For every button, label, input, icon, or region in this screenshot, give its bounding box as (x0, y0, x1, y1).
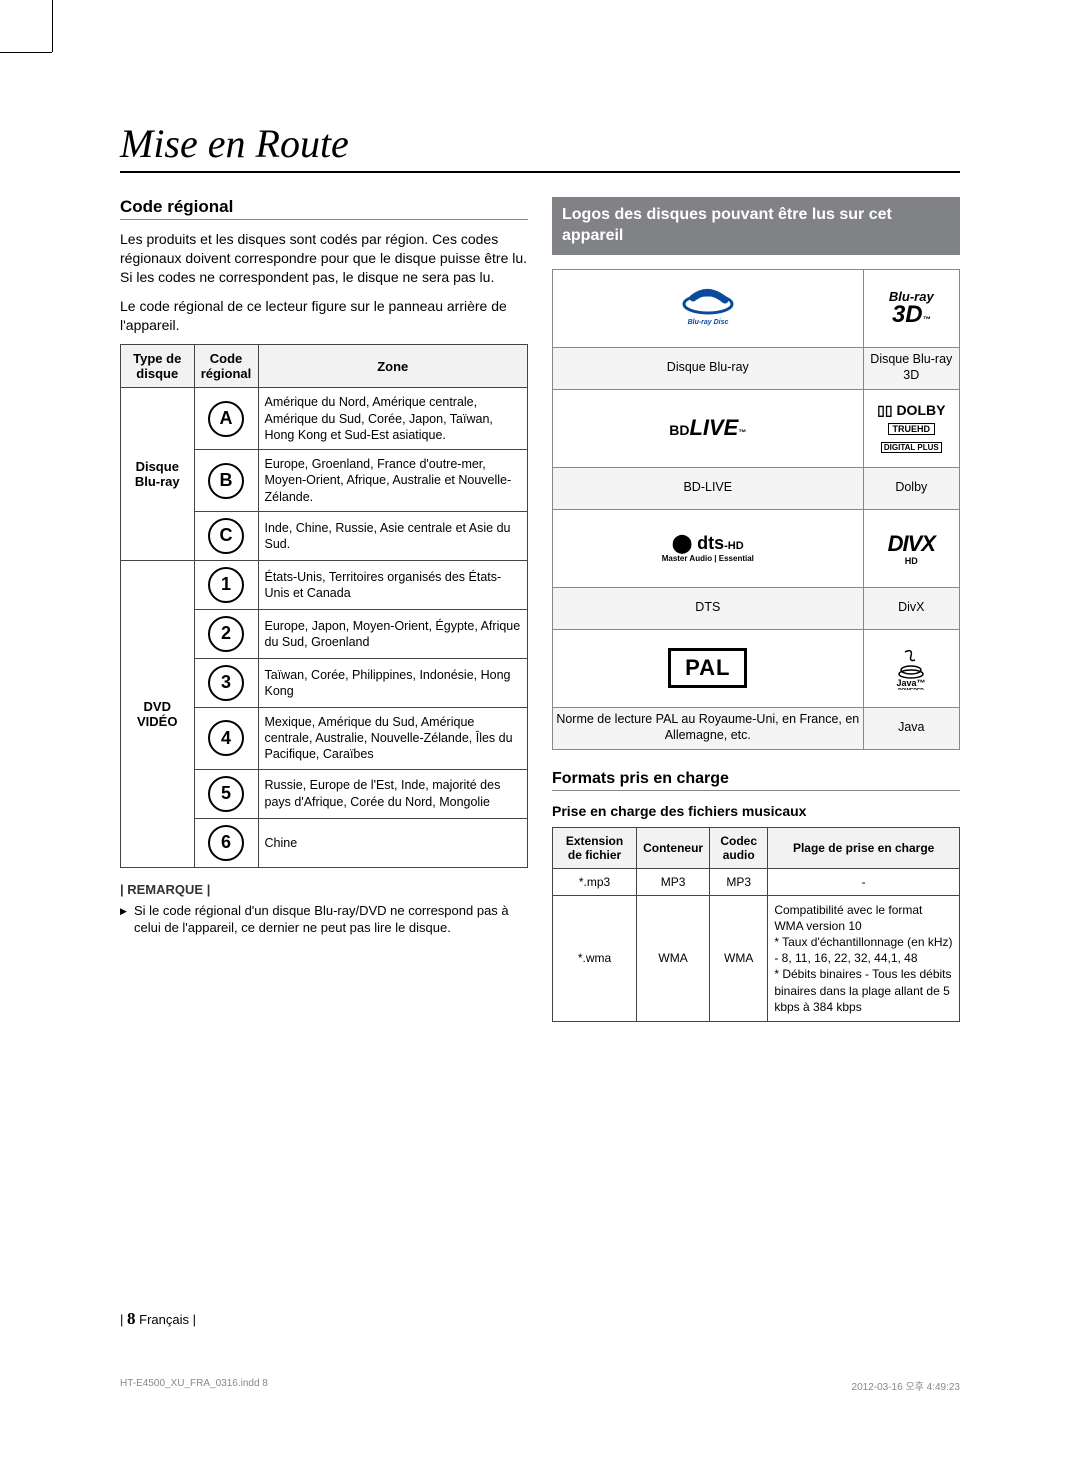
th-support: Plage de prise en charge (768, 827, 960, 868)
code-cell: 3 (194, 658, 258, 707)
print-metadata: HT-E4500_XU_FRA_0316.indd 8 2012-03-16 오… (120, 1378, 960, 1393)
footer-lang: Français (139, 1312, 189, 1327)
heading-music: Prise en charge des fichiers musicaux (552, 803, 960, 819)
logo-dts: ⬤ dts-HD Master Audio | Essential (553, 509, 864, 587)
th-ext: Extension de fichier (553, 827, 637, 868)
label-bluray-3d: Disque Blu-ray 3D (863, 347, 959, 389)
codec-cell: MP3 (710, 868, 768, 895)
code-cell: 2 (194, 609, 258, 658)
code-2-icon: 2 (208, 616, 244, 652)
table-row: DVD VIDÉO 1 États-Unis, Territoires orga… (121, 560, 528, 609)
logo-bdlive: BDLIVE™ (553, 389, 864, 467)
logo-bluray-3d: Blu-ray 3D™ (863, 269, 959, 347)
left-column: Code régional Les produits et les disque… (120, 197, 528, 1022)
remarque-label: | REMARQUE | (120, 882, 528, 897)
code-cell: A (194, 388, 258, 450)
logo-dolby: ▯▯ DOLBY TRUEHD DIGITAL PLUS (863, 389, 959, 467)
code-cell: 5 (194, 769, 258, 818)
label-divx: DivX (863, 587, 959, 629)
heading-underline (120, 219, 528, 220)
svg-text:POWERED: POWERED (898, 688, 924, 690)
zone-cell: Chine (258, 818, 528, 867)
bluray-disc-icon: Blu-ray Disc (663, 288, 753, 328)
code-cell: 1 (194, 560, 258, 609)
code-5-icon: 5 (208, 776, 244, 812)
code-6-icon: 6 (208, 825, 244, 861)
logo-pal: PAL (553, 629, 864, 707)
label-bluray: Disque Blu-ray (553, 347, 864, 389)
th-container: Conteneur (637, 827, 710, 868)
zone-cell: Europe, Groenland, France d'outre-mer, M… (258, 450, 528, 512)
zone-cell: États-Unis, Territoires organisés des Ét… (258, 560, 528, 609)
container-cell: WMA (637, 895, 710, 1021)
th-type: Type de disque (121, 345, 195, 388)
right-column: Logos des disques pouvant être lus sur c… (552, 197, 960, 1022)
container-cell: MP3 (637, 868, 710, 895)
th-code: Code régional (194, 345, 258, 388)
code-1-icon: 1 (208, 567, 244, 603)
page-title: Mise en Route (120, 120, 960, 167)
banner-logos: Logos des disques pouvant être lus sur c… (552, 197, 960, 255)
code-a-icon: A (208, 401, 244, 437)
java-icon: Java™ POWERED (891, 646, 931, 690)
source-file: HT-E4500_XU_FRA_0316.indd 8 (120, 1378, 268, 1393)
zone-cell: Russie, Europe de l'Est, Inde, majorité … (258, 769, 528, 818)
print-datetime: 2012-03-16 오후 4:49:23 (852, 1378, 960, 1393)
svg-text:Blu-ray Disc: Blu-ray Disc (687, 319, 728, 326)
code-cell: 4 (194, 707, 258, 769)
code-3-icon: 3 (208, 665, 244, 701)
region-table: Type de disque Code régional Zone Disque… (120, 344, 528, 867)
logo-java: Java™ POWERED (863, 629, 959, 707)
support-cell: - (768, 868, 960, 895)
type-dvd: DVD VIDÉO (121, 560, 195, 867)
label-dts: DTS (553, 587, 864, 629)
zone-cell: Mexique, Amérique du Sud, Amérique centr… (258, 707, 528, 769)
label-java: Java (863, 707, 959, 749)
code-cell: 6 (194, 818, 258, 867)
label-pal: Norme de lecture PAL au Royaume-Uni, en … (553, 707, 864, 749)
code-cell: B (194, 450, 258, 512)
table-row: *.mp3 MP3 MP3 - (553, 868, 960, 895)
remarque-text: Si le code régional d'un disque Blu-ray/… (120, 903, 528, 937)
logo-table: Blu-ray Disc Blu-ray 3D™ Disque Blu-ray … (552, 269, 960, 750)
zone-cell: Inde, Chine, Russie, Asie centrale et As… (258, 511, 528, 560)
footer: | 8 Français | (120, 1309, 196, 1329)
intro-para-1: Les produits et les disques sont codés p… (120, 230, 528, 287)
table-row: Disque Blu-ray A Amérique du Nord, Améri… (121, 388, 528, 450)
codec-cell: WMA (710, 895, 768, 1021)
th-zone: Zone (258, 345, 528, 388)
code-b-icon: B (208, 463, 244, 499)
zone-cell: Taïwan, Corée, Philippines, Indonésie, H… (258, 658, 528, 707)
heading-code-regional: Code régional (120, 197, 528, 217)
code-4-icon: 4 (208, 720, 244, 756)
title-underline (120, 171, 960, 173)
svg-text:Java™: Java™ (897, 678, 926, 688)
heading-underline (552, 790, 960, 791)
support-cell: Compatibilité avec le format WMA version… (768, 895, 960, 1021)
code-cell: C (194, 511, 258, 560)
ext-cell: *.mp3 (553, 868, 637, 895)
ext-cell: *.wma (553, 895, 637, 1021)
th-codec: Codec audio (710, 827, 768, 868)
zone-cell: Amérique du Nord, Amérique centrale, Amé… (258, 388, 528, 450)
label-dolby: Dolby (863, 467, 959, 509)
logo-divx: DIVX HD (863, 509, 959, 587)
type-bluray: Disque Blu-ray (121, 388, 195, 561)
code-c-icon: C (208, 518, 244, 554)
page-number: 8 (127, 1309, 136, 1328)
page: Mise en Route Code régional Les produits… (0, 0, 1080, 1082)
label-bdlive: BD-LIVE (553, 467, 864, 509)
heading-formats: Formats pris en charge (552, 770, 960, 788)
intro-para-2: Le code régional de ce lecteur figure su… (120, 297, 528, 335)
table-row: *.wma WMA WMA Compatibilité avec le form… (553, 895, 960, 1021)
zone-cell: Europe, Japon, Moyen-Orient, Égypte, Afr… (258, 609, 528, 658)
logo-bluray: Blu-ray Disc (553, 269, 864, 347)
audio-table: Extension de fichier Conteneur Codec aud… (552, 827, 960, 1022)
